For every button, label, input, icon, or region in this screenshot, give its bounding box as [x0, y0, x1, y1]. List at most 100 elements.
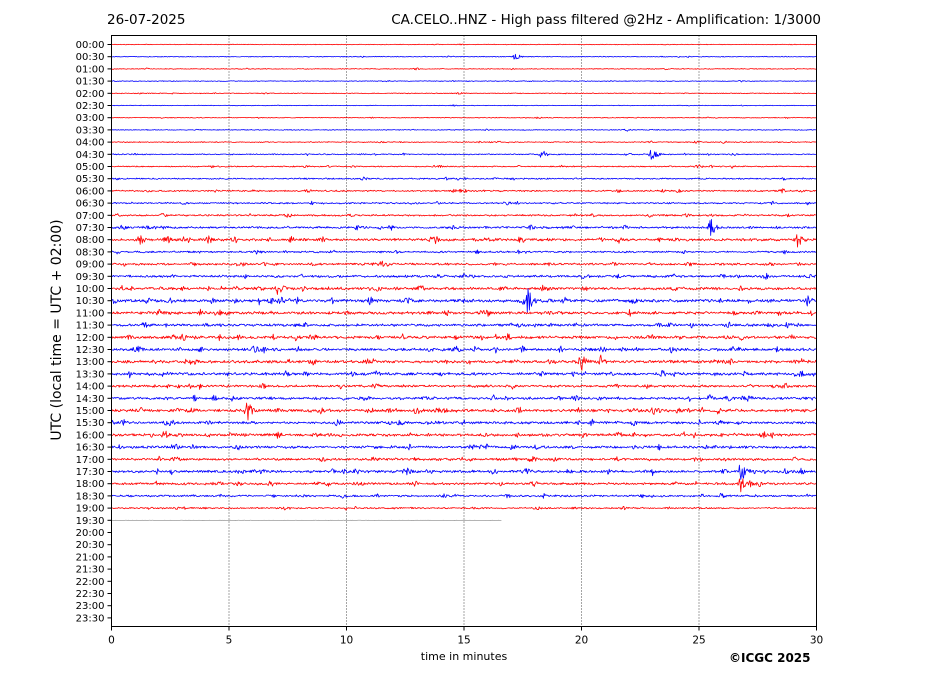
row-label-1900: 19:00 [76, 504, 105, 515]
trace-1100 [111, 308, 817, 317]
row-label-1000: 10:00 [76, 284, 105, 295]
x-tick-label-15: 15 [457, 635, 470, 647]
row-label-1500: 15:00 [76, 406, 105, 417]
trace-1030 [111, 288, 817, 313]
trace-1200 [111, 333, 817, 342]
row-label-0230: 02:30 [76, 101, 105, 112]
row-label-0500: 05:00 [76, 162, 105, 173]
row-label-1300: 13:00 [76, 357, 105, 368]
plot-frame [111, 35, 817, 627]
row-label-1600: 16:00 [76, 430, 105, 441]
trace-0030 [111, 53, 817, 60]
trace-0230 [111, 104, 817, 107]
trace-1630 [111, 443, 817, 451]
row-label-0130: 01:30 [76, 77, 105, 88]
gridlines [228, 35, 700, 627]
trace-0830 [111, 249, 817, 255]
row-label-0630: 06:30 [76, 199, 105, 210]
trace-0300 [111, 116, 817, 119]
trace-1500 [111, 402, 817, 421]
trace-1530 [111, 418, 817, 427]
x-tick-label-20: 20 [575, 635, 588, 647]
trace-1800 [111, 478, 817, 493]
row-label-2330: 23:30 [76, 613, 105, 624]
seismic-traces [111, 43, 817, 521]
x-axis-label: time in minutes [420, 650, 508, 663]
trace-0630 [111, 200, 817, 206]
row-label-0400: 04:00 [76, 138, 105, 149]
trace-0100 [111, 67, 817, 71]
x-tick-label-10: 10 [340, 635, 353, 647]
row-label-1700: 17:00 [76, 455, 105, 466]
trace-0430 [111, 149, 817, 160]
trace-0930 [111, 272, 817, 280]
trace-1830 [111, 492, 817, 499]
copyright-label: ©ICGC 2025 [729, 651, 811, 665]
row-label-2000: 20:00 [76, 528, 105, 539]
row-label-1930: 19:30 [76, 516, 105, 527]
trace-0330 [111, 128, 817, 132]
trace-0130 [111, 80, 817, 83]
x-tick-label-0: 0 [108, 635, 115, 647]
row-label-1400: 14:00 [76, 382, 105, 393]
row-label-1230: 12:30 [76, 345, 105, 356]
row-label-0600: 06:00 [76, 186, 105, 197]
row-label-1830: 18:30 [76, 491, 105, 502]
row-label-2130: 21:30 [76, 565, 105, 576]
row-label-1330: 13:30 [76, 369, 105, 380]
trace-0700 [111, 213, 817, 218]
trace-0400 [111, 140, 817, 144]
trace-0730 [111, 219, 817, 236]
row-label-0800: 08:00 [76, 235, 105, 246]
row-label-2230: 22:30 [76, 589, 105, 600]
row-label-0900: 09:00 [76, 260, 105, 271]
trace-1900 [111, 506, 817, 511]
row-label-0300: 03:00 [76, 113, 105, 124]
row-label-1200: 12:00 [76, 333, 105, 344]
trace-0600 [111, 188, 817, 194]
row-label-0200: 02:00 [76, 89, 105, 100]
row-label-1030: 10:30 [76, 296, 105, 307]
row-label-2200: 22:00 [76, 577, 105, 588]
x-tick-label-25: 25 [692, 635, 705, 647]
trace-0800 [111, 234, 817, 248]
row-label-1100: 11:00 [76, 308, 105, 319]
row-label-1530: 15:30 [76, 418, 105, 429]
trace-1300 [111, 354, 817, 371]
trace-1330 [111, 370, 817, 379]
row-label-1430: 14:30 [76, 394, 105, 405]
trace-1700 [111, 455, 817, 462]
x-tick-label-30: 30 [810, 635, 823, 647]
trace-1130 [111, 321, 817, 329]
row-label-0730: 07:30 [76, 223, 105, 234]
row-label-0030: 00:30 [76, 52, 105, 63]
trace-0900 [111, 260, 817, 267]
trace-0200 [111, 92, 817, 95]
row-label-1130: 11:30 [76, 321, 105, 332]
row-label-2030: 20:30 [76, 540, 105, 551]
row-label-2300: 23:00 [76, 601, 105, 612]
trace-1400 [111, 382, 817, 390]
trace-1600 [111, 430, 817, 439]
row-label-0700: 07:00 [76, 211, 105, 222]
row-label-0330: 03:30 [76, 125, 105, 136]
chart-title: CA.CELO..HNZ - High pass filtered @2Hz -… [391, 12, 821, 28]
row-label-0100: 01:00 [76, 64, 105, 75]
row-label-1630: 16:30 [76, 443, 105, 454]
trace-1730 [111, 464, 817, 480]
trace-1430 [111, 394, 817, 402]
row-label-0930: 09:30 [76, 272, 105, 283]
x-tick-label-5: 5 [226, 635, 233, 647]
trace-1230 [111, 345, 817, 354]
row-label-1800: 18:00 [76, 479, 105, 490]
x-axis: 0 5 10 15 20 25 30 [108, 626, 823, 647]
trace-1000 [111, 284, 817, 295]
chart-date: 26-07-2025 [107, 12, 186, 28]
row-label-1730: 17:30 [76, 467, 105, 478]
row-label-2100: 21:00 [76, 552, 105, 563]
row-label-0000: 00:00 [76, 40, 105, 51]
row-label-0530: 05:30 [76, 174, 105, 185]
trace-0000 [111, 43, 817, 46]
